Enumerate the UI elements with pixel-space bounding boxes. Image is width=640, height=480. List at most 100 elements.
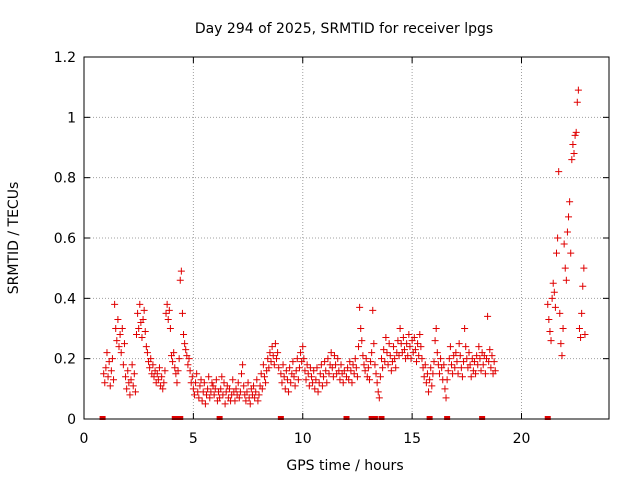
data-point (171, 364, 179, 372)
data-point (386, 352, 394, 360)
data-point (139, 315, 147, 323)
data-point (313, 364, 321, 372)
data-point (410, 334, 418, 342)
data-point (221, 400, 229, 408)
data-point (411, 346, 419, 354)
data-point (548, 294, 556, 302)
data-point (166, 325, 174, 332)
data-point (252, 388, 260, 396)
data-point (567, 249, 575, 257)
data-point (322, 367, 330, 375)
data-point (192, 379, 200, 387)
data-point (285, 388, 293, 396)
gap-marker (426, 416, 433, 420)
data-point (443, 376, 451, 384)
data-point (196, 382, 204, 390)
data-point (103, 349, 111, 357)
data-point (266, 349, 274, 357)
gap-marker (216, 416, 223, 420)
data-point (569, 140, 577, 148)
data-point (384, 361, 392, 369)
data-point (372, 370, 380, 378)
data-point (554, 234, 562, 242)
data-point (379, 364, 387, 372)
data-point (451, 364, 459, 372)
data-point (189, 385, 197, 393)
data-point (490, 358, 498, 366)
data-point (346, 358, 354, 366)
data-point (243, 388, 251, 396)
x-tick-label: 5 (189, 431, 198, 447)
data-point (369, 306, 377, 314)
data-point (435, 370, 443, 378)
data-point (236, 388, 244, 396)
data-point (327, 349, 335, 357)
data-point (185, 355, 193, 363)
y-axis: 0 0.2 0.4 0.6 0.8 1 1.2 (54, 50, 609, 428)
data-point (267, 358, 275, 366)
y-tick-label: 1 (67, 110, 76, 126)
data-point (238, 370, 245, 378)
data-point (559, 325, 567, 332)
gap-marker (544, 416, 551, 420)
data-point (550, 288, 558, 296)
data-point (107, 367, 115, 375)
data-point (579, 282, 587, 290)
data-point (383, 349, 391, 357)
data-point (427, 364, 435, 372)
data-point (387, 367, 395, 375)
data-point (325, 370, 333, 378)
gap-marker (378, 416, 385, 420)
x-axis: 0 5 10 15 20 (80, 57, 530, 447)
data-point (581, 331, 589, 339)
data-point (476, 355, 484, 363)
data-point (129, 382, 137, 390)
data-point (349, 361, 357, 369)
data-point (310, 367, 318, 375)
data-point (547, 337, 555, 345)
chart-title: Day 294 of 2025, SRMTID for receiver lpg… (195, 21, 493, 37)
data-point (108, 355, 116, 363)
data-point (162, 309, 170, 317)
data-point (198, 397, 206, 405)
data-point (484, 312, 492, 320)
data-point (259, 361, 267, 369)
data-point (441, 385, 449, 393)
data-point (442, 394, 450, 402)
data-point (359, 352, 367, 360)
data-point (345, 376, 353, 384)
y-tick-label: 0.8 (54, 171, 76, 187)
data-point (127, 376, 135, 384)
data-point (102, 364, 110, 372)
data-point (184, 361, 192, 369)
data-point (565, 213, 573, 221)
data-point (466, 361, 474, 369)
data-point (128, 361, 136, 369)
data-point (364, 364, 372, 372)
data-point (460, 358, 468, 366)
data-point (580, 264, 588, 272)
data-point (420, 373, 428, 381)
data-point (426, 376, 434, 384)
gap-marker (479, 416, 486, 420)
data-point (133, 331, 140, 339)
data-point (286, 364, 294, 372)
data-point (225, 385, 233, 393)
data-point (452, 349, 460, 357)
data-point (118, 325, 126, 332)
data-point (357, 325, 365, 332)
data-point (391, 355, 399, 363)
data-point (258, 385, 266, 393)
data-point (255, 391, 263, 399)
data-point (560, 240, 568, 248)
data-point (314, 388, 322, 396)
x-tick-label: 15 (403, 431, 421, 447)
data-point (303, 361, 311, 369)
data-point (116, 331, 124, 339)
data-point (299, 343, 307, 351)
data-point (123, 385, 131, 393)
data-point (114, 315, 122, 323)
data-point (458, 373, 466, 381)
data-point (440, 361, 448, 369)
data-point (173, 379, 181, 387)
